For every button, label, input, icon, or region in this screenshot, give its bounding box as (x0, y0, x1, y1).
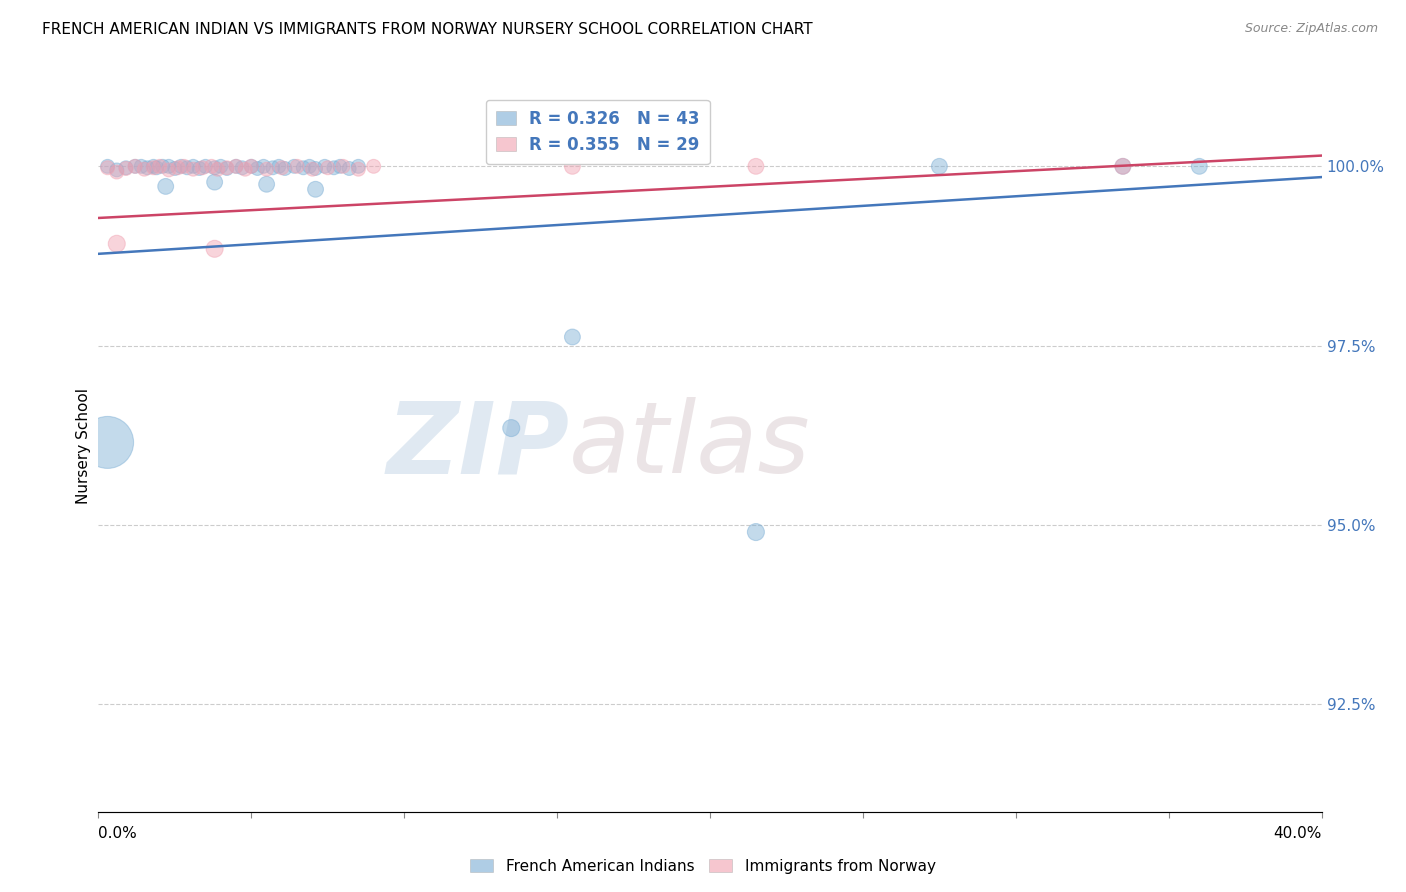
Point (252, 159, 274, 173)
Point (167, 161, 190, 175)
Point (97, 159, 120, 173)
Point (256, 178, 278, 192)
Point (115, 161, 138, 175)
Point (298, 159, 321, 173)
Point (136, 161, 159, 175)
Text: ZIP: ZIP (387, 398, 569, 494)
Point (322, 161, 344, 175)
Point (347, 159, 370, 173)
Point (124, 159, 146, 173)
Y-axis label: Nursery School: Nursery School (76, 388, 91, 504)
Point (256, 162, 278, 177)
Point (1188, 159, 1211, 173)
Point (204, 161, 226, 175)
Point (283, 159, 305, 173)
Point (134, 162, 156, 177)
Point (200, 159, 222, 173)
Point (129, 159, 152, 173)
Point (170, 159, 193, 173)
Point (337, 161, 360, 176)
Point (145, 161, 167, 175)
Point (561, 330, 583, 344)
Point (207, 162, 229, 177)
Point (363, 159, 385, 173)
Point (188, 161, 211, 176)
Point (97, 435, 120, 450)
Point (1112, 159, 1135, 173)
Point (292, 161, 315, 175)
Text: Source: ZipAtlas.com: Source: ZipAtlas.com (1244, 22, 1378, 36)
Point (240, 159, 263, 173)
Text: 40.0%: 40.0% (1274, 826, 1322, 841)
Point (1112, 159, 1135, 173)
Point (274, 161, 297, 176)
Point (314, 159, 336, 173)
Point (105, 162, 128, 177)
Point (115, 161, 138, 176)
Point (928, 159, 950, 173)
Point (176, 161, 198, 175)
Point (501, 421, 523, 435)
Point (231, 161, 253, 175)
Point (347, 162, 370, 177)
Legend: French American Indians, Immigrants from Norway: French American Indians, Immigrants from… (464, 853, 942, 880)
Point (105, 165, 128, 179)
Point (225, 159, 247, 173)
Point (225, 159, 247, 173)
Point (270, 161, 292, 175)
Point (233, 162, 256, 177)
Point (561, 159, 583, 173)
Point (191, 161, 214, 175)
Point (97, 161, 120, 175)
Text: atlas: atlas (569, 398, 811, 494)
Point (215, 161, 238, 176)
Point (316, 161, 339, 175)
Point (157, 162, 180, 177)
Point (204, 175, 226, 189)
Point (329, 159, 352, 173)
Point (745, 159, 768, 173)
Point (285, 159, 308, 173)
Point (301, 162, 323, 177)
Point (240, 159, 263, 173)
Point (149, 159, 172, 173)
Point (124, 159, 146, 173)
Point (246, 161, 269, 176)
Point (142, 161, 165, 175)
Point (173, 159, 195, 173)
Point (332, 159, 354, 173)
Legend: R = 0.326   N = 43, R = 0.355   N = 29: R = 0.326 N = 43, R = 0.355 N = 29 (486, 100, 710, 164)
Point (267, 159, 290, 173)
Point (163, 161, 186, 176)
Point (181, 162, 204, 177)
Point (215, 161, 238, 175)
Point (204, 242, 226, 256)
Point (157, 159, 180, 173)
Point (209, 159, 232, 173)
Point (745, 524, 768, 539)
Point (142, 159, 165, 173)
Text: FRENCH AMERICAN INDIAN VS IMMIGRANTS FROM NORWAY NURSERY SCHOOL CORRELATION CHAR: FRENCH AMERICAN INDIAN VS IMMIGRANTS FRO… (42, 22, 813, 37)
Point (262, 161, 284, 175)
Text: 0.0%: 0.0% (98, 826, 138, 841)
Point (155, 179, 177, 194)
Point (304, 161, 326, 176)
Point (194, 159, 217, 173)
Point (152, 159, 174, 173)
Point (304, 182, 326, 196)
Point (181, 159, 204, 173)
Point (105, 236, 128, 251)
